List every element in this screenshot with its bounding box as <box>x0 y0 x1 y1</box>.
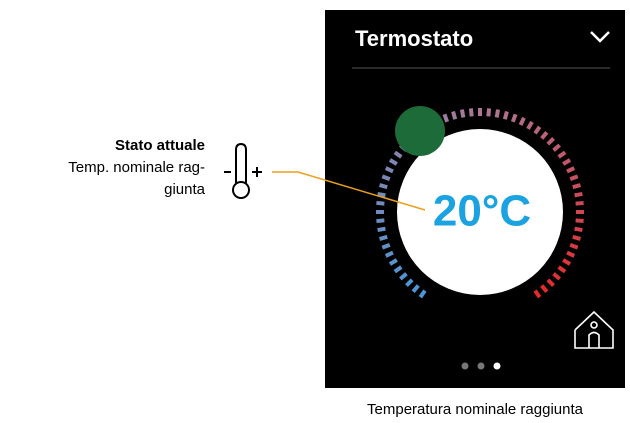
ring-tick <box>562 158 572 166</box>
ring-tick <box>557 150 567 159</box>
ring-tick <box>566 250 576 258</box>
ring-tick <box>377 191 386 198</box>
ring-tick <box>533 289 542 299</box>
ring-tick <box>418 289 427 299</box>
ring-tick <box>533 125 542 135</box>
page-dot-active[interactable] <box>493 362 501 370</box>
ring-tick <box>451 111 458 120</box>
ring-tick <box>376 218 385 224</box>
annotation-title: Stato attuale <box>115 137 205 154</box>
dropdown-chevron[interactable] <box>590 31 610 43</box>
ring-tick <box>526 120 534 130</box>
ring-tick <box>502 111 509 120</box>
ring-tick <box>411 284 420 293</box>
dial-face <box>397 129 563 295</box>
ring-tick <box>575 200 584 206</box>
ring-tick <box>494 109 501 118</box>
ring-tick <box>510 113 518 123</box>
ring-tick <box>399 272 408 281</box>
annotation-line: giunta <box>164 181 206 198</box>
ring-tick <box>569 174 579 182</box>
ring-tick <box>393 150 403 159</box>
page-dot[interactable] <box>477 362 485 370</box>
dial-ring <box>376 108 584 299</box>
callout-line <box>272 171 426 211</box>
ring-tick <box>572 234 581 241</box>
ring-tick <box>546 278 555 287</box>
caption: Temperatura nominale raggiunta <box>367 401 584 418</box>
ring-tick <box>468 108 474 117</box>
ring-tick <box>569 242 579 250</box>
temperature-value: 20°C <box>433 187 531 236</box>
ring-tick <box>384 166 394 174</box>
ring-tick <box>393 265 403 274</box>
ring-tick <box>557 265 567 274</box>
ring-tick <box>376 200 385 206</box>
ring-tick <box>540 131 549 140</box>
annotation-line: Temp. nominale rag- <box>68 159 205 176</box>
ring-tick <box>388 158 398 166</box>
screen-title: Termostato <box>355 26 473 51</box>
ring-tick <box>388 258 398 266</box>
ring-tick <box>546 137 555 146</box>
ring-tick <box>442 113 450 123</box>
home-icon[interactable] <box>574 310 614 349</box>
ring-tick <box>572 183 581 190</box>
thermometer-icon <box>224 142 262 199</box>
ring-tick <box>552 143 561 152</box>
ring-tick <box>552 272 561 281</box>
ring-tick <box>384 250 394 258</box>
ring-tick <box>459 109 466 118</box>
ring-tick <box>574 191 583 198</box>
ring-tick <box>562 258 572 266</box>
ring-tick <box>381 242 391 250</box>
ring-tick <box>379 183 388 190</box>
ring-tick <box>574 226 583 233</box>
ring-tick <box>381 174 391 182</box>
ring-tick <box>405 278 414 287</box>
ring-tick <box>377 226 386 233</box>
ring-tick <box>518 116 526 126</box>
ring-tick <box>379 234 388 241</box>
ring-tick <box>486 108 492 117</box>
ring-tick <box>575 218 584 224</box>
ring-tick <box>540 284 549 293</box>
ring-tick <box>566 166 576 174</box>
dial-knob[interactable] <box>395 106 445 156</box>
page-dot[interactable] <box>461 362 469 370</box>
